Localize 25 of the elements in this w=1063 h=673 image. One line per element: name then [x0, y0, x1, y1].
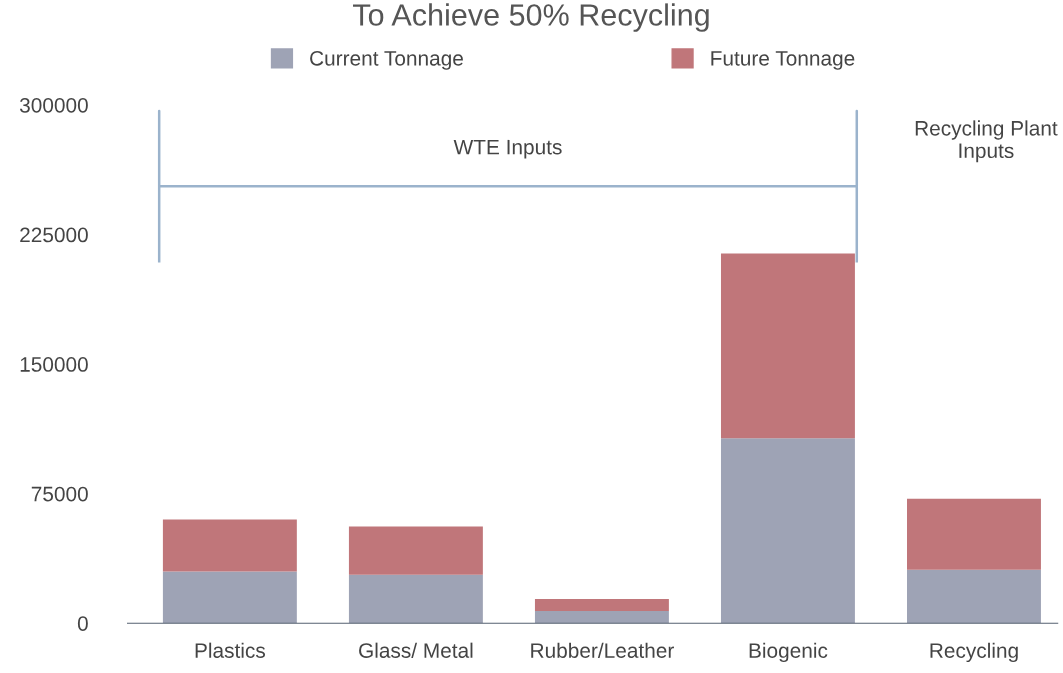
- bar: [907, 569, 1041, 624]
- legend-label: Current Tonnage: [310, 50, 463, 70]
- bar: [162, 571, 297, 624]
- chart-title: To Achieve 50% Recycling: [353, 3, 709, 32]
- legend-label: Future Tonnage: [711, 51, 855, 70]
- y-tick-label: 75000: [31, 486, 88, 502]
- bar: [348, 574, 483, 624]
- bar: [534, 611, 669, 624]
- annotation: Recycling Plant Inputs: [915, 120, 1058, 163]
- y-tick-label: 225000: [20, 227, 88, 243]
- x-tick-label: Biogenic: [749, 642, 828, 663]
- bar: [907, 498, 1041, 570]
- bar: [720, 253, 855, 439]
- x-tick-label: Plastics: [195, 642, 266, 658]
- x-tick-label: Glass/ Metal: [359, 642, 473, 658]
- y-tick-label: 300000: [19, 97, 88, 113]
- y-tick-label: 150000: [20, 357, 88, 372]
- x-tick-label: Rubber/Leather: [531, 642, 674, 658]
- bar: [348, 526, 483, 575]
- x-tick-label: Recycling: [930, 642, 1018, 663]
- bar: [162, 519, 297, 572]
- bar: [534, 599, 669, 612]
- y-tick-label: 0: [77, 616, 88, 631]
- ref-line-label: WTE Inputs: [453, 139, 562, 159]
- bar: [720, 438, 855, 624]
